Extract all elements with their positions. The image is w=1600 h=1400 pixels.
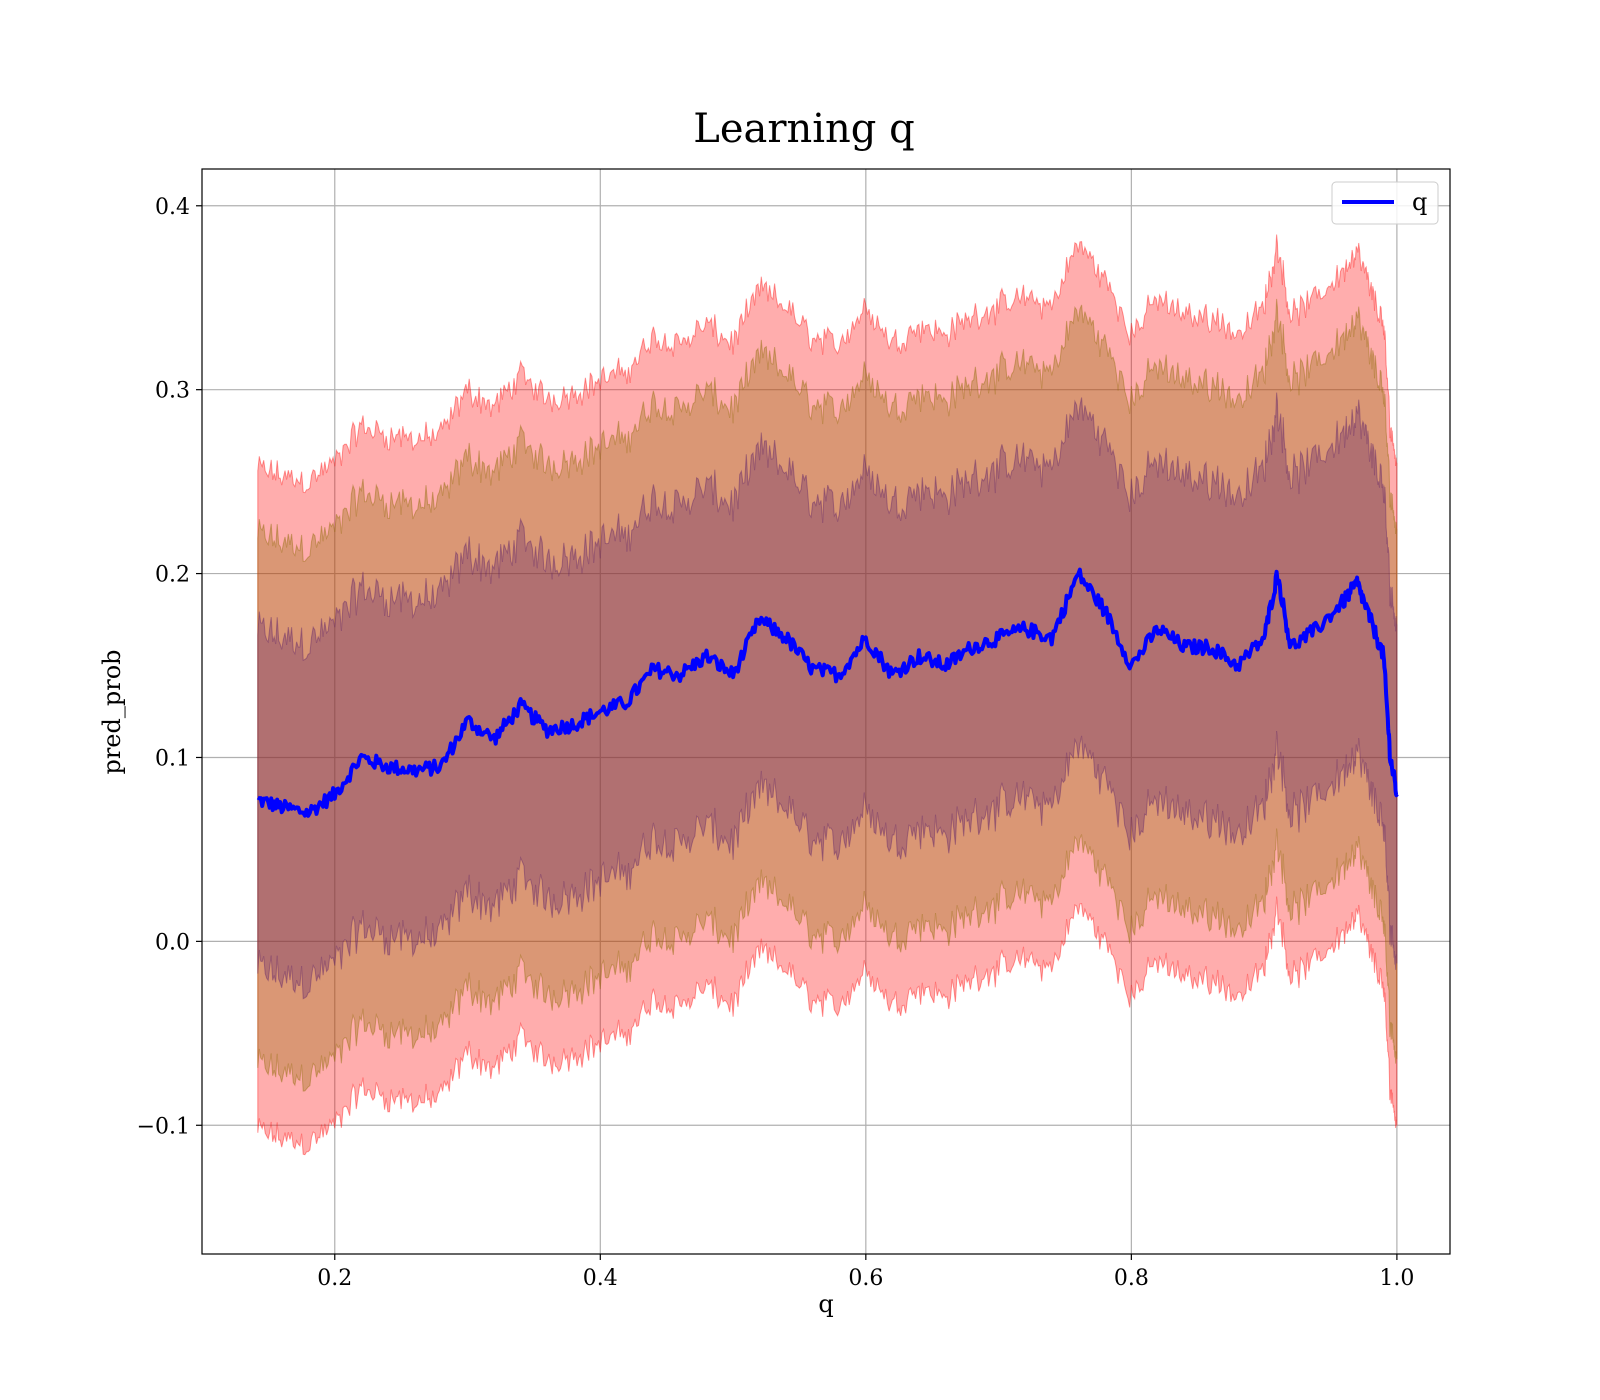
series-lines [256,567,1399,818]
y-axis-ticks: −0.1 0.0 0.1 0.2 0.3 0.4 [137,195,202,1139]
x-axis-label: q [818,1290,833,1318]
band-middle [257,298,1398,1092]
plot-area-frame [201,168,1451,1255]
x-tick-label: 1.0 [1379,1266,1414,1291]
grid [202,169,1450,1254]
uncertainty-bands [257,234,1398,1156]
chart-title: Learning q [693,106,914,152]
x-tick-label: 0.6 [848,1266,883,1291]
y-tick-label: 0.0 [155,930,190,955]
y-tick-label: 0.2 [155,563,190,588]
x-tick-label: 0.2 [317,1266,352,1291]
legend: q [1331,181,1439,225]
x-axis-ticks: 0.2 0.4 0.6 0.8 1.0 [317,1254,1414,1291]
band-outer [257,234,1398,1156]
x-tick-label: 0.8 [1114,1266,1149,1291]
y-tick-label: −0.1 [137,1114,190,1139]
x-tick-label: 0.4 [583,1266,618,1291]
y-axis-label: pred_prob [98,649,126,774]
band-inner [257,392,1398,1000]
series-line-q [256,567,1399,818]
y-tick-label: 0.1 [155,746,190,771]
legend-label-q: q [1412,188,1427,216]
y-tick-label: 0.3 [155,379,190,404]
y-tick-label: 0.4 [155,195,190,220]
